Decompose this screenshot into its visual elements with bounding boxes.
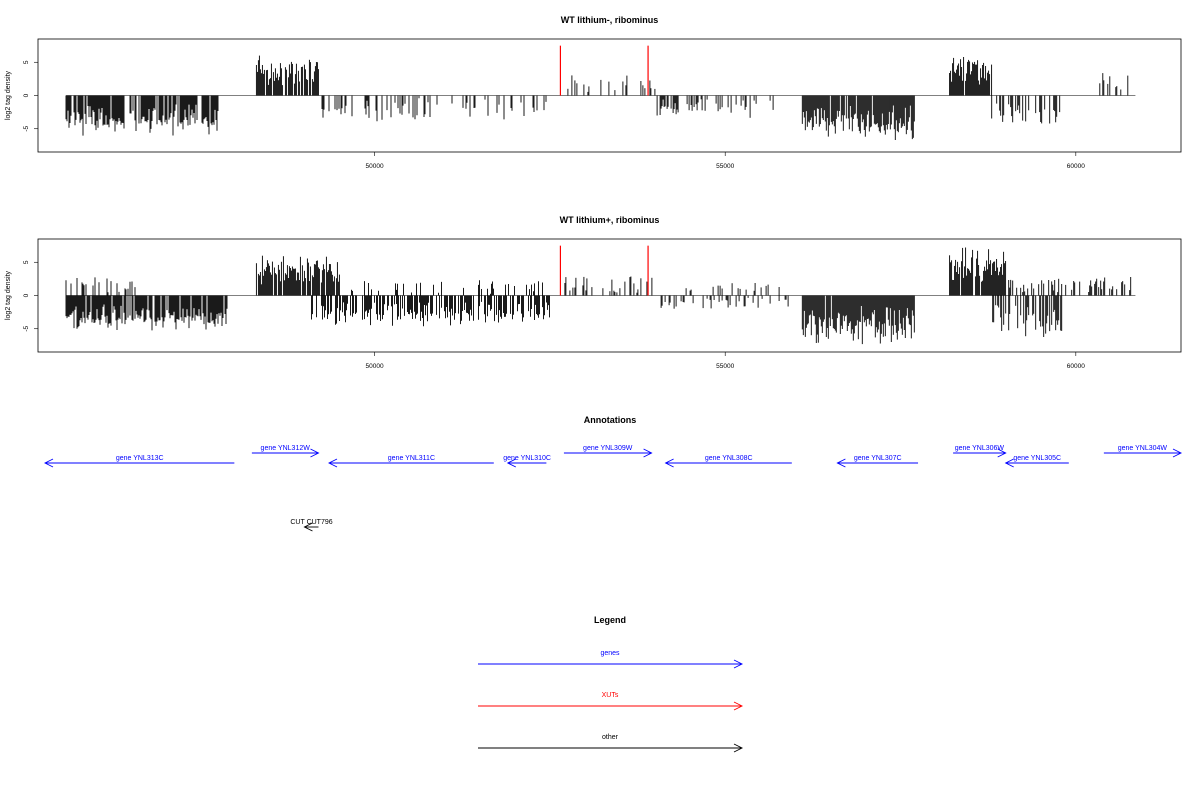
legend-arrow-gene [478, 659, 744, 669]
gene-arrow [328, 458, 494, 468]
gene-label: gene YNL305C [1013, 455, 1061, 462]
gene-label: gene YNL312W [261, 445, 311, 452]
gene-label: gene YNL311C [388, 455, 435, 462]
legend-arrow-other [478, 743, 744, 753]
panel-title: WT lithium+, ribominus [560, 215, 660, 225]
gene-arrow [836, 458, 919, 468]
other-arrow [303, 522, 319, 532]
gene-label: gene YNL313C [116, 455, 164, 462]
annotations-title: Annotations [584, 415, 637, 425]
legend-label-xut: XUTs [602, 692, 619, 699]
y-tick-label: 5 [23, 60, 30, 64]
x-tick-label: 60000 [1067, 363, 1085, 370]
x-tick-label: 50000 [366, 363, 384, 370]
gene-arrow [506, 458, 547, 468]
x-tick-label: 55000 [716, 363, 734, 370]
other-annotations: CUT CUT796 [290, 519, 333, 532]
track-panel-lithium-plus: WT lithium+, ribominus -5 0 5 log2 tag densi… [5, 215, 1182, 370]
x-tick-label: 55000 [716, 163, 734, 170]
signal-bars [65, 55, 1129, 140]
gene-label: gene YNL307C [854, 455, 902, 462]
gene-arrow [1004, 458, 1069, 468]
panel-title: WT lithium-, ribominus [561, 15, 659, 25]
track-panel-lithium-minus: WT lithium-, ribominus -5 0 5 log2 tag densi… [5, 15, 1182, 170]
gene-arrow [953, 448, 1007, 458]
gene-label: gene YNL309W [583, 445, 633, 452]
gene-arrow [563, 448, 653, 458]
y-axis-label: log2 tag density [5, 70, 12, 120]
y-tick-label: 0 [23, 293, 30, 297]
legend-label-gene: genes [600, 650, 620, 657]
gene-label: gene YNL306W [955, 445, 1005, 452]
x-tick-label: 60000 [1067, 163, 1085, 170]
gene-arrow [44, 458, 235, 468]
legend-arrow-xut [478, 701, 744, 711]
gene-label: gene YNL310C [503, 455, 551, 462]
x-tick-label: 50000 [366, 163, 384, 170]
legend-title: Legend [594, 615, 626, 625]
gene-label: gene YNL308C [705, 455, 753, 462]
gene-label: gene YNL304W [1118, 445, 1168, 452]
legend-label-other: other [602, 734, 619, 741]
y-tick-label: -5 [23, 325, 30, 331]
y-tick-label: 0 [23, 93, 30, 97]
legend: Legend genes XUTs other [478, 615, 744, 753]
other-label: CUT CUT796 [290, 519, 332, 526]
y-tick-label: -5 [23, 125, 30, 131]
gene-arrow [251, 448, 320, 458]
y-axis-label: log2 tag density [5, 270, 12, 320]
gene-arrow [664, 458, 792, 468]
y-tick-label: 5 [23, 260, 30, 264]
signal-bars [65, 247, 1132, 345]
gene-arrow [1103, 448, 1183, 458]
gene-annotations: gene YNL313C gene YNL312W gene YNL311C gene… [44, 445, 1183, 468]
legend-entries: genes XUTs other [478, 650, 744, 753]
